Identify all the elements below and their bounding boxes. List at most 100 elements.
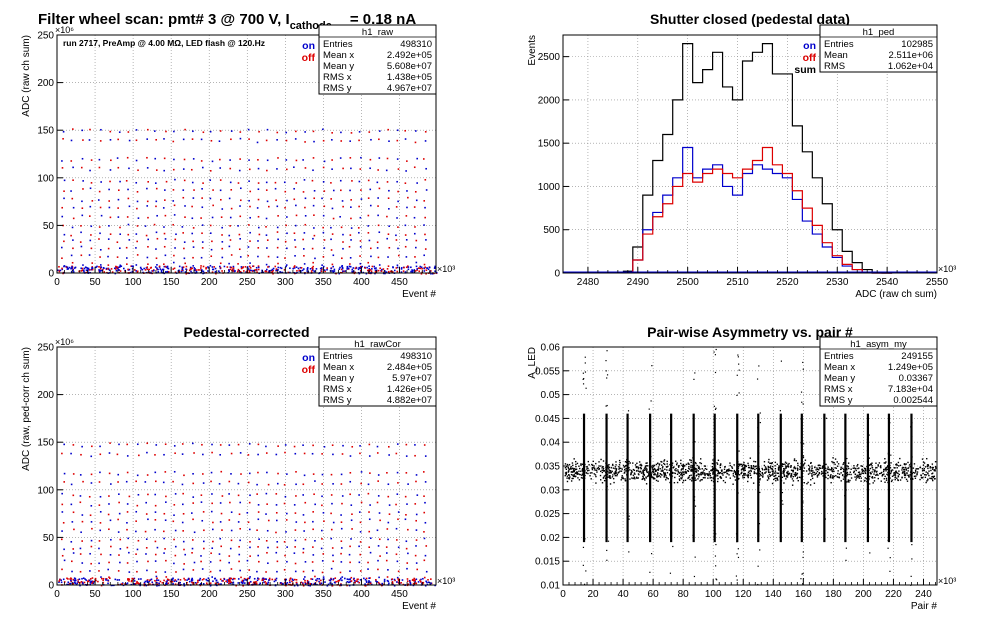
point-off (386, 528, 389, 530)
point-off (81, 540, 83, 542)
point (722, 480, 725, 482)
point-off (406, 580, 409, 582)
point-on (397, 200, 399, 203)
point (644, 466, 647, 468)
point-on (276, 205, 279, 208)
point-off (312, 473, 315, 475)
point (657, 469, 660, 471)
point-off (414, 579, 416, 581)
point-on (119, 233, 122, 236)
point-on (368, 577, 370, 580)
point-on (295, 266, 298, 268)
point-off (396, 539, 398, 541)
point (811, 473, 813, 475)
point-on (207, 270, 209, 272)
point-on (118, 266, 120, 268)
point (931, 466, 933, 469)
point (853, 465, 855, 467)
point-off (99, 522, 102, 524)
point (896, 477, 898, 479)
point-off (110, 545, 112, 548)
point (699, 480, 701, 482)
point-off (394, 579, 396, 582)
point-off (72, 494, 75, 497)
point-off (91, 200, 94, 202)
point-off (334, 577, 337, 579)
point-on (276, 256, 279, 258)
point-on (400, 271, 403, 273)
point-off (85, 271, 88, 274)
point-on (228, 234, 231, 237)
point-off (136, 580, 138, 583)
point-off (326, 267, 328, 269)
plot-frame (56, 346, 437, 586)
point (738, 474, 741, 476)
point (879, 466, 882, 468)
point-off (118, 554, 120, 556)
point-on (369, 551, 372, 554)
point-on (218, 140, 221, 142)
point-on (90, 482, 93, 484)
point-on (181, 268, 184, 271)
point-off (285, 224, 287, 227)
point-on (174, 545, 177, 548)
point-on (351, 268, 354, 271)
point-on (344, 270, 347, 272)
point (833, 470, 835, 473)
point-off (173, 254, 175, 257)
point-on (156, 264, 158, 266)
point-off (237, 263, 239, 265)
point-off (256, 493, 258, 495)
point (884, 462, 886, 464)
point-off (61, 554, 64, 557)
outlier-point (715, 543, 717, 546)
point (855, 479, 857, 481)
point-off (119, 270, 122, 272)
point-on (368, 239, 371, 242)
point-on (219, 521, 222, 523)
point-off (240, 576, 242, 579)
point-on (201, 568, 204, 570)
point-off (145, 547, 148, 549)
point (846, 469, 848, 471)
point-on (302, 494, 304, 496)
outlier-point (802, 501, 804, 503)
point-off (184, 579, 186, 581)
point-off (358, 139, 360, 142)
point-off (382, 268, 385, 270)
point (769, 474, 772, 477)
point (846, 473, 849, 476)
point (600, 465, 602, 467)
point-off (163, 579, 165, 582)
point (660, 470, 663, 472)
point-off (257, 546, 259, 548)
point-off (228, 519, 231, 521)
point (767, 476, 770, 479)
point (858, 475, 860, 477)
point-off (108, 528, 110, 531)
point (916, 468, 919, 470)
point (797, 479, 799, 482)
point (690, 461, 692, 464)
point-on (135, 181, 138, 184)
point-off (103, 271, 106, 273)
point-off (61, 206, 64, 209)
point-on (266, 268, 268, 271)
point (742, 477, 744, 479)
point-on (322, 214, 325, 217)
point-off (257, 578, 260, 580)
point-on (90, 539, 93, 542)
point-on (376, 181, 379, 184)
point-on (237, 521, 240, 523)
point (787, 463, 789, 466)
point (782, 471, 785, 474)
point-off (98, 481, 101, 483)
point-on (420, 266, 423, 269)
point-on (268, 265, 270, 268)
outlier-point (844, 507, 847, 509)
point-off (174, 554, 177, 557)
point-on (339, 179, 342, 182)
point-off (302, 570, 305, 573)
point-on (388, 140, 390, 143)
point-off (72, 578, 75, 581)
